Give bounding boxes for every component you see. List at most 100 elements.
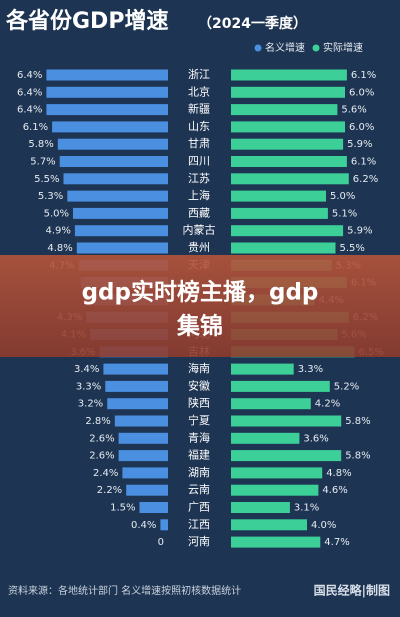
- value-label: 4.7%: [324, 537, 349, 548]
- bar: [107, 398, 168, 410]
- value-label: 5.6%: [341, 105, 366, 116]
- bar: [122, 467, 168, 479]
- legend-marker: [254, 44, 262, 52]
- value-label: 6.0%: [349, 87, 374, 98]
- bar: [46, 86, 168, 98]
- bar: [73, 207, 168, 219]
- bar: [52, 121, 168, 133]
- category-label: 陕西: [188, 396, 210, 410]
- source: 资料来源：各地统计部门 名义增速按照初核数据统计: [8, 584, 241, 597]
- bar: [231, 86, 345, 98]
- category-label: 安徽: [188, 378, 210, 392]
- bar: [231, 138, 344, 150]
- value-label: 6.1%: [351, 70, 376, 81]
- bar: [57, 138, 168, 150]
- bar: [46, 69, 168, 81]
- bar: [231, 225, 344, 237]
- value-label: 5.8%: [345, 416, 370, 427]
- value-label: 3.4%: [74, 364, 99, 375]
- bar: [118, 432, 168, 444]
- value-label: 2.6%: [89, 451, 114, 462]
- value-label: 3.1%: [294, 503, 319, 514]
- category-label: 河南: [188, 535, 210, 548]
- value-label: 4.8%: [326, 468, 351, 479]
- bar: [231, 363, 294, 375]
- value-label: 1.5%: [110, 503, 135, 514]
- category-label: 青海: [188, 430, 210, 444]
- category-label: 江苏: [188, 172, 210, 185]
- value-label: 4.9%: [45, 226, 70, 237]
- banner: [0, 255, 400, 357]
- bar: [231, 207, 328, 219]
- value-label: 5.8%: [28, 139, 53, 150]
- bar: [74, 225, 168, 237]
- legend-marker: [312, 44, 320, 52]
- value-label: 5.1%: [332, 208, 357, 219]
- category-label: 贵州: [188, 241, 210, 254]
- bar: [231, 398, 311, 410]
- bar: [231, 156, 347, 167]
- bar: [160, 519, 168, 531]
- category-label: 湖南: [188, 466, 210, 479]
- value-label: 4.6%: [322, 485, 347, 496]
- category-label: 新疆: [188, 102, 210, 116]
- banner-line: 集锦: [176, 313, 223, 340]
- value-label: 5.9%: [347, 139, 372, 150]
- value-label: 4.2%: [315, 399, 340, 410]
- bar: [231, 104, 338, 116]
- value-label: 5.7%: [30, 157, 55, 168]
- legend-label: 实际增速: [323, 41, 363, 54]
- bar: [231, 190, 326, 202]
- value-label: 6.1%: [23, 122, 48, 133]
- bar: [231, 432, 300, 444]
- bar: [63, 173, 168, 185]
- value-label: 2.8%: [85, 416, 110, 427]
- bar: [231, 242, 336, 254]
- category-label: 西藏: [188, 206, 210, 219]
- value-label: 5.0%: [44, 208, 69, 219]
- bar: [231, 450, 342, 462]
- category-label: 内蒙古: [183, 223, 216, 237]
- value-label: 0.4%: [131, 520, 156, 531]
- category-label: 广西: [188, 501, 210, 514]
- bar: [231, 467, 323, 479]
- bar: [231, 536, 321, 548]
- category-label: 海南: [188, 361, 210, 375]
- watermark: 国民经略|制图: [314, 583, 390, 598]
- category-label: 四川: [188, 155, 210, 168]
- bar: [231, 484, 319, 496]
- value-label: 6.1%: [351, 157, 376, 168]
- value-label: 4.8%: [47, 243, 72, 254]
- category-label: 浙江: [188, 68, 210, 81]
- category-label: 山东: [188, 120, 210, 133]
- bar: [139, 502, 168, 513]
- bar: [231, 502, 290, 513]
- value-label: 4.0%: [311, 520, 336, 531]
- bar: [46, 104, 168, 116]
- bar: [67, 190, 168, 202]
- value-label: 5.2%: [334, 381, 359, 392]
- bar: [59, 156, 169, 167]
- value-label: 2.4%: [93, 468, 118, 479]
- bar: [126, 484, 168, 496]
- value-label: 5.3%: [38, 191, 63, 202]
- value-label: 5.8%: [345, 451, 370, 462]
- bar: [105, 380, 168, 392]
- value-label: 6.4%: [17, 87, 42, 98]
- category-label: 云南: [188, 483, 210, 496]
- value-label: 0: [158, 537, 164, 548]
- bar: [231, 415, 342, 427]
- value-label: 6.4%: [17, 70, 42, 81]
- value-label: 3.2%: [78, 399, 103, 410]
- value-label: 3.3%: [298, 364, 323, 375]
- chart-subtitle: （2024一季度）: [198, 15, 307, 32]
- category-label: 宁夏: [188, 413, 210, 427]
- value-label: 6.0%: [349, 122, 374, 133]
- value-label: 3.6%: [303, 433, 328, 444]
- category-label: 北京: [188, 84, 210, 98]
- category-label: 甘肃: [188, 137, 210, 150]
- bar: [231, 173, 349, 185]
- value-label: 2.6%: [89, 433, 114, 444]
